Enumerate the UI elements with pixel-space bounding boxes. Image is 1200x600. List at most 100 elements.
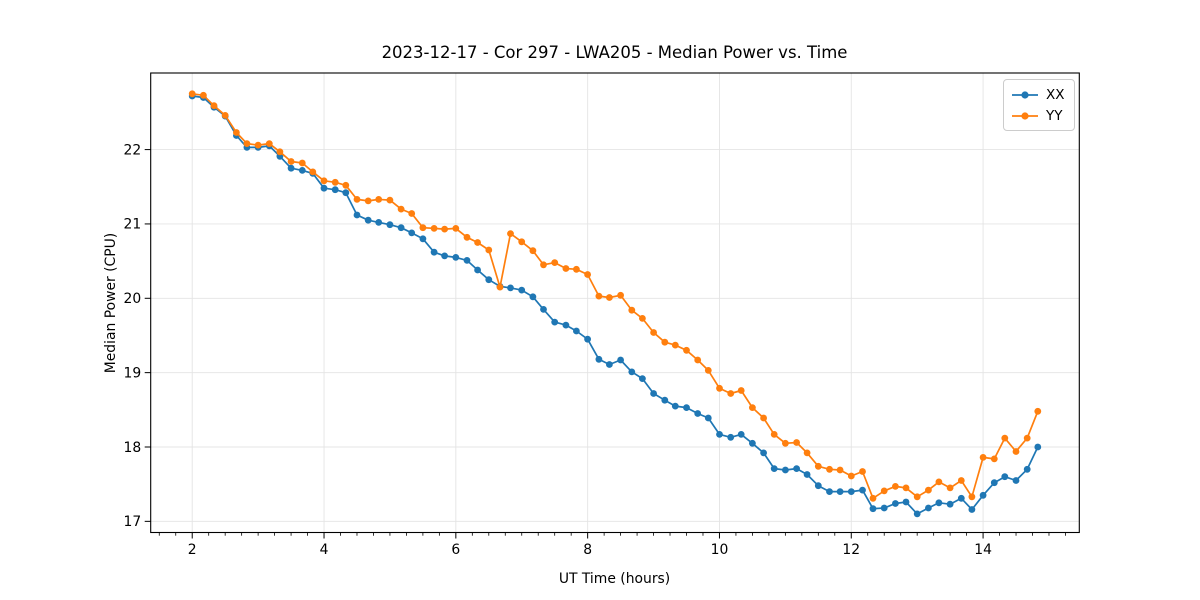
data-point-xx [704, 414, 712, 422]
data-point-yy [375, 196, 383, 203]
data-point-yy [859, 468, 866, 475]
data-point-xx [1034, 443, 1042, 451]
data-point-xx [419, 235, 427, 243]
series-line-yy [192, 92, 1039, 500]
data-point-xx [902, 498, 910, 506]
data-point-xx [803, 471, 811, 478]
data-point-xx [913, 510, 921, 518]
data-point-xx [287, 164, 295, 172]
data-point-xx [826, 488, 833, 495]
series-line-xx [192, 95, 1039, 515]
data-point-yy [408, 210, 416, 217]
data-point-yy [518, 238, 526, 246]
data-point-xx [1023, 465, 1031, 473]
data-point-yy [474, 239, 481, 246]
data-point-yy [727, 390, 735, 397]
plot-frame [150, 72, 1080, 534]
data-point-yy [979, 454, 987, 461]
data-point-xx [375, 219, 383, 226]
x-tick-label: 8 [583, 542, 592, 558]
legend-item-yy: YY [1011, 106, 1065, 125]
data-point-xx [430, 248, 438, 256]
data-point-xx [320, 184, 328, 192]
data-point-xx [606, 361, 613, 368]
data-point-xx [298, 167, 306, 174]
data-point-xx [770, 465, 778, 472]
data-point-xx [386, 221, 394, 229]
data-point-yy [529, 247, 537, 255]
data-point-xx [793, 465, 800, 472]
data-point-yy [430, 225, 438, 232]
data-point-xx [529, 293, 537, 301]
legend-line-marker-icon [1012, 111, 1038, 120]
data-point-xx [573, 327, 580, 335]
data-point-xx [979, 491, 987, 499]
data-point-yy [925, 486, 932, 494]
data-point-yy [265, 140, 273, 148]
data-point-yy [298, 159, 306, 167]
data-point-yy [704, 367, 712, 374]
data-point-yy [562, 265, 570, 272]
data-point-xx [507, 284, 514, 292]
data-point-yy [1034, 407, 1042, 415]
legend-label: XX [1046, 86, 1065, 103]
data-point-yy [342, 181, 350, 189]
data-point-xx [485, 276, 493, 284]
data-point-xx [737, 431, 745, 438]
data-point-xx [782, 466, 789, 474]
data-point-xx [1001, 473, 1009, 481]
data-point-yy [573, 265, 580, 273]
data-point-xx [353, 211, 361, 219]
data-point-xx [935, 499, 943, 507]
data-point-yy [1023, 434, 1031, 442]
data-point-yy [331, 178, 339, 186]
data-point-yy [353, 196, 361, 203]
data-point-xx [540, 306, 547, 313]
y-tick-label: 22 [124, 142, 142, 158]
x-axis-label: UT Time (hours) [558, 571, 671, 587]
legend: XX YY [1003, 79, 1075, 131]
x-tick-label: 2 [188, 542, 197, 558]
legend-item-xx: XX [1011, 85, 1065, 104]
data-point-yy [749, 404, 756, 411]
data-point-yy [551, 259, 559, 266]
data-point-yy [770, 431, 778, 438]
y-tick-label: 21 [124, 217, 142, 233]
data-point-xx [463, 257, 471, 264]
y-tick-label: 19 [124, 365, 142, 381]
data-point-xx [847, 488, 855, 495]
data-point-yy [935, 478, 943, 486]
data-point-yy [276, 148, 284, 156]
data-point-xx [760, 449, 767, 457]
data-point-xx [639, 375, 646, 382]
data-point-yy [485, 246, 493, 254]
data-point-yy [737, 387, 745, 394]
data-point-yy [188, 90, 196, 98]
data-point-yy [243, 140, 251, 148]
data-point-xx [397, 224, 405, 232]
data-point-yy [540, 261, 547, 269]
data-point-yy [782, 439, 789, 447]
data-point-xx [869, 505, 877, 513]
data-point-xx [727, 433, 735, 441]
data-point-yy [320, 177, 328, 185]
data-point-yy [957, 477, 965, 484]
data-point-yy [716, 384, 723, 392]
data-point-yy [397, 205, 405, 213]
data-point-xx [880, 504, 888, 512]
x-tick-label: 14 [974, 542, 992, 558]
data-point-xx [562, 321, 570, 329]
data-point-yy [968, 493, 976, 501]
data-point-xx [836, 488, 844, 495]
data-point-yy [869, 494, 877, 502]
chart-title: 2023-12-17 - Cor 297 - LWA205 - Median P… [381, 43, 848, 62]
data-point-yy [584, 271, 591, 278]
data-point-yy [683, 346, 690, 354]
data-point-yy [452, 225, 460, 232]
data-point-yy [826, 465, 833, 473]
data-point-yy [617, 291, 624, 299]
data-point-yy [507, 230, 514, 238]
data-point-yy [803, 449, 811, 457]
data-point-yy [419, 224, 427, 232]
x-tick-label: 4 [320, 542, 329, 558]
